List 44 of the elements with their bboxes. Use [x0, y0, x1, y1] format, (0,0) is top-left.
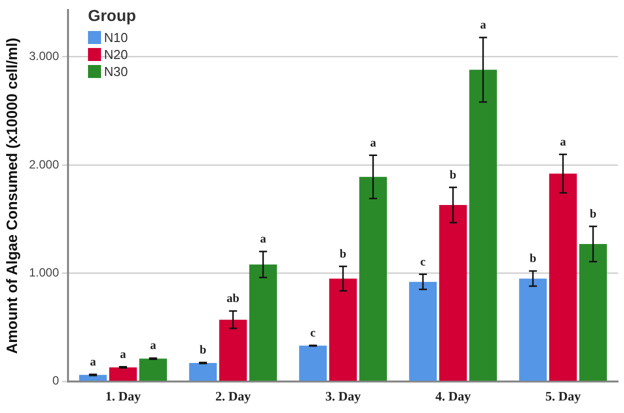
- x-tick-label: 4. Day: [435, 388, 472, 404]
- data-label: b: [590, 206, 597, 220]
- y-tick-label: 1.000: [29, 265, 60, 280]
- legend-label: N20: [104, 47, 128, 62]
- bar: [329, 278, 357, 381]
- data-label: a: [150, 338, 156, 352]
- data-label: a: [370, 135, 376, 150]
- data-label: b: [340, 246, 347, 260]
- bar: [439, 205, 467, 381]
- data-label: a: [260, 232, 266, 246]
- bar: [219, 320, 247, 381]
- legend-label: N30: [104, 64, 128, 79]
- y-tick-label: 2.000: [29, 157, 60, 172]
- bar: [299, 346, 327, 381]
- data-label: ab: [226, 291, 240, 306]
- bar: [469, 70, 497, 381]
- data-label: a: [90, 354, 96, 368]
- data-label: b: [530, 251, 537, 266]
- bar: [189, 363, 217, 381]
- legend-title: Group: [88, 8, 136, 26]
- data-label: a: [560, 134, 566, 148]
- y-axis-title: Amount of Algae Consumed (x10000 cell/ml): [4, 38, 22, 354]
- data-label: c: [310, 325, 316, 340]
- bar: [409, 282, 437, 381]
- data-label: b: [200, 342, 207, 357]
- x-tick-label: 1. Day: [105, 388, 142, 404]
- data-label: a: [480, 18, 486, 32]
- bar: [249, 264, 277, 381]
- data-label: c: [420, 254, 426, 268]
- bar: [519, 278, 547, 381]
- bar: [579, 244, 607, 381]
- x-tick-label: 2. Day: [215, 388, 252, 404]
- bar: [359, 176, 387, 381]
- x-tick-label: 5. Day: [545, 388, 582, 404]
- bar: [109, 367, 137, 381]
- x-tick-label: 3. Day: [325, 388, 362, 404]
- bar: [139, 358, 167, 381]
- bar: [79, 374, 107, 381]
- legend-label: N10: [104, 30, 128, 45]
- bar: [549, 174, 577, 381]
- data-label: a: [120, 346, 126, 361]
- y-tick-label: 0: [52, 374, 60, 388]
- data-label: b: [450, 167, 457, 182]
- y-tick-label: 3.000: [29, 49, 60, 64]
